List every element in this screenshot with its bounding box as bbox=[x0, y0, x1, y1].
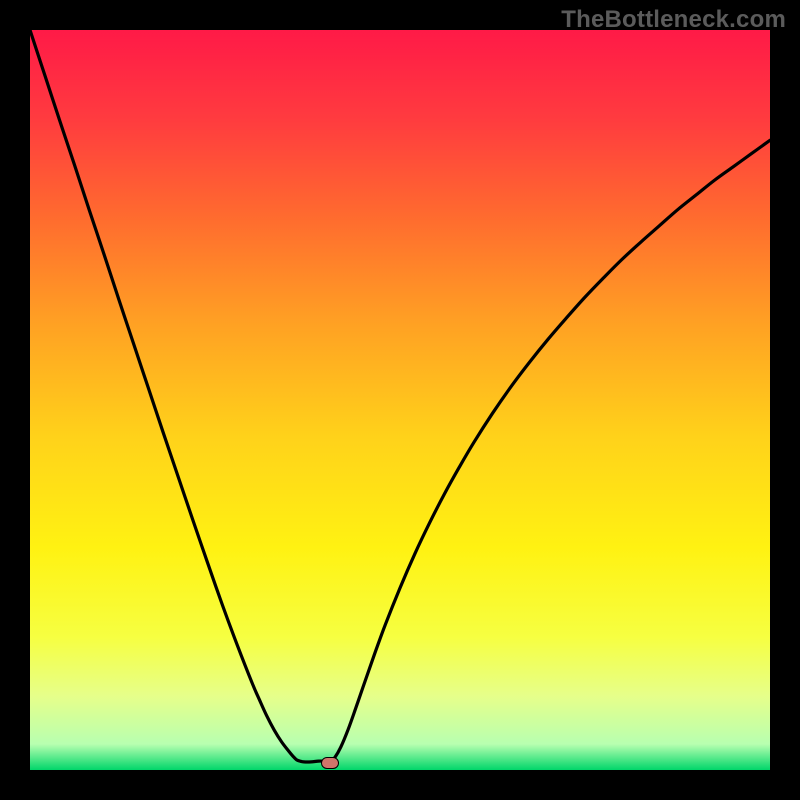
bottleneck-curve-chart bbox=[30, 30, 770, 770]
optimal-point-marker bbox=[321, 757, 339, 769]
chart-frame: TheBottleneck.com bbox=[0, 0, 800, 800]
